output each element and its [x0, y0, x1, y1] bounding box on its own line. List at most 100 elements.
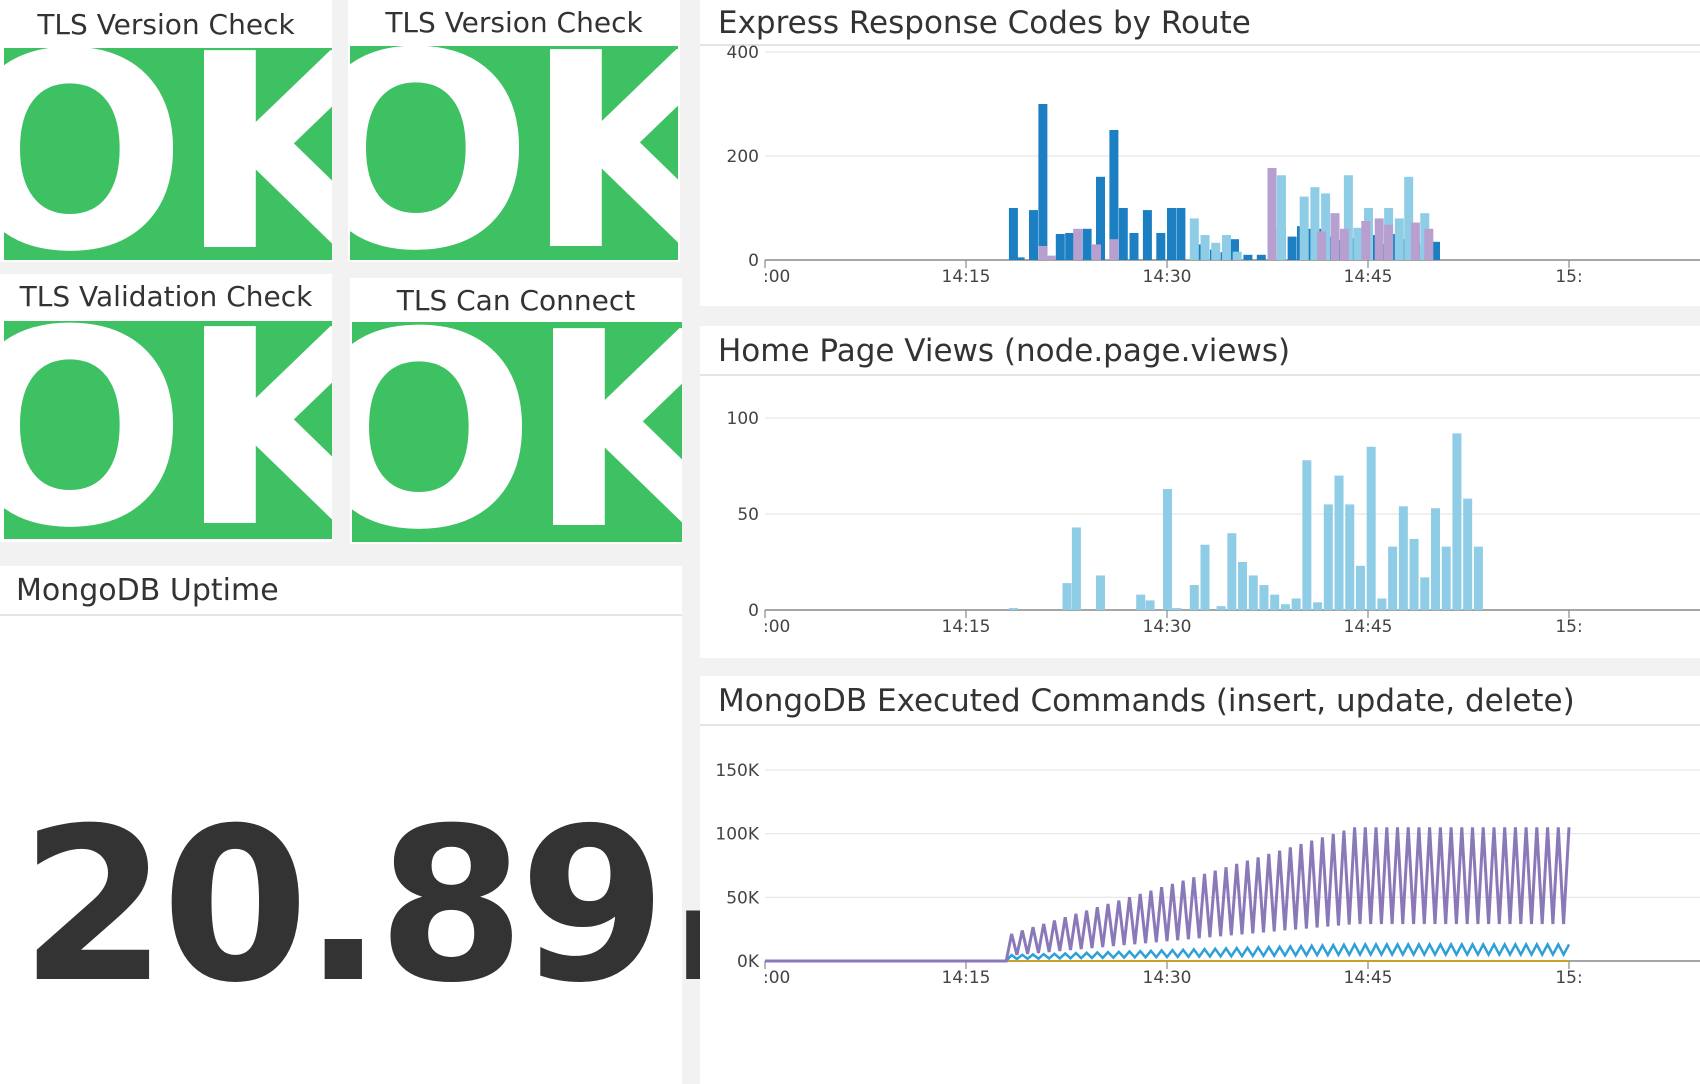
bar: [1038, 245, 1048, 260]
bar: [1334, 475, 1344, 610]
bar: [1221, 235, 1231, 260]
check-widget-1[interactable]: TLS Version Check OK: [0, 0, 332, 262]
y-tick-label: 100K: [715, 825, 759, 845]
series-line-update: [765, 941, 1571, 963]
bar: [1321, 193, 1331, 260]
bar: [1398, 506, 1408, 610]
bar: [1065, 232, 1075, 260]
x-tick-label: 14:30: [1143, 617, 1192, 637]
x-tick-label: :00: [763, 267, 790, 287]
bar: [1452, 433, 1462, 610]
bar: [1394, 218, 1404, 260]
bar: [1287, 236, 1297, 260]
bar: [1038, 104, 1048, 260]
mongo-commands-chart: 0K 50K 100K 150K :00 14:15 14:30 14:45 15:: [715, 761, 1700, 988]
x-tick-label: 14:45: [1344, 968, 1393, 988]
bar: [1339, 228, 1349, 260]
bar: [1404, 176, 1414, 260]
x-tick-label: 14:15: [942, 968, 991, 988]
bar: [1046, 255, 1056, 260]
y-tick-label: 150K: [715, 761, 759, 781]
check-title: TLS Validation Check: [19, 280, 313, 313]
bar: [1211, 242, 1221, 260]
bar: [1109, 239, 1119, 260]
bar: [1473, 546, 1483, 610]
bar: [1232, 251, 1242, 260]
x-tick-label: 14:15: [942, 617, 991, 637]
bar: [1330, 213, 1340, 260]
bar: [1420, 577, 1430, 610]
response-codes-widget[interactable]: Express Response Codes by Route 0 200 400:…: [700, 0, 1700, 306]
bar: [1248, 575, 1258, 610]
y-tick-label: 0: [748, 251, 759, 271]
y-tick-label: 200: [727, 147, 759, 167]
bar: [1270, 594, 1280, 610]
bar: [1384, 224, 1394, 260]
page-views-chart: 0 50 100:00 14:15 14:30 14:45 15:: [727, 409, 1700, 637]
ok-status: OK: [4, 48, 332, 260]
bar: [1071, 527, 1081, 610]
bar: [1189, 218, 1199, 260]
bar: [1238, 562, 1248, 610]
mongo-commands-widget[interactable]: MongoDB Executed Commands (insert, updat…: [700, 676, 1700, 1084]
bar: [1142, 210, 1152, 260]
bar: [1410, 222, 1420, 260]
check-widget-3[interactable]: TLS Validation Check OK: [0, 274, 332, 542]
x-tick-label: 14:30: [1143, 968, 1192, 988]
y-tick-label: 50K: [726, 888, 760, 908]
bar: [1156, 232, 1166, 260]
bar: [1313, 602, 1323, 610]
bar: [1259, 585, 1269, 610]
check-widget-2[interactable]: TLS Version Check OK: [348, 0, 680, 262]
bar: [1345, 504, 1355, 610]
bar: [1388, 546, 1398, 610]
bar: [1109, 130, 1119, 260]
bar: [1256, 254, 1266, 260]
y-tick-label: 400: [727, 43, 759, 63]
bar: [1377, 598, 1387, 610]
bar: [1366, 446, 1376, 610]
check-title: TLS Can Connect: [396, 284, 636, 317]
bar: [1200, 544, 1210, 610]
bar: [1136, 594, 1146, 610]
x-tick-label: 15:: [1555, 267, 1582, 287]
x-tick-label: 15:: [1555, 968, 1582, 988]
bar: [1200, 235, 1210, 260]
response-codes-chart: 0 200 400:00 14:15 14:30 14:45 15:: [727, 43, 1700, 287]
bar: [1129, 232, 1139, 260]
bar: [1276, 175, 1286, 260]
bar: [1096, 575, 1105, 610]
y-tick-label: 0K: [737, 952, 760, 972]
bar: [1145, 600, 1155, 610]
bar: [1317, 231, 1327, 260]
x-tick-label: :00: [763, 968, 790, 988]
bar: [1431, 241, 1440, 260]
page-views-widget[interactable]: Home Page Views (node.page.views) 0 50 100…: [700, 326, 1700, 658]
x-tick-label: :00: [763, 617, 790, 637]
bar: [1409, 538, 1419, 610]
x-tick-label: 14:30: [1143, 267, 1192, 287]
bar: [1029, 210, 1038, 260]
chart-title: MongoDB Executed Commands (insert, updat…: [700, 676, 1700, 726]
bar: [1118, 208, 1128, 260]
check-widget-4[interactable]: TLS Can Connect OK: [350, 278, 682, 544]
bar: [1176, 208, 1186, 260]
uptime-widget[interactable]: MongoDB Uptime: [0, 566, 682, 1084]
x-tick-label: 14:45: [1344, 267, 1393, 287]
bar: [1189, 585, 1199, 610]
y-tick-label: 100: [727, 409, 759, 429]
bar: [1299, 196, 1309, 260]
chart-title: Home Page Views (node.page.views): [700, 326, 1700, 376]
ok-status: OK: [350, 46, 678, 260]
y-tick-label: 50: [737, 505, 759, 525]
bar: [1096, 176, 1105, 260]
bar: [1353, 227, 1363, 260]
bar: [1310, 187, 1320, 260]
bar: [1008, 608, 1018, 610]
check-title: TLS Version Check: [385, 6, 643, 39]
bar: [1355, 565, 1365, 610]
uptime-title: MongoDB Uptime: [0, 566, 682, 616]
ok-status: OK: [4, 321, 332, 539]
bar: [1243, 254, 1253, 260]
bar: [1463, 498, 1473, 610]
